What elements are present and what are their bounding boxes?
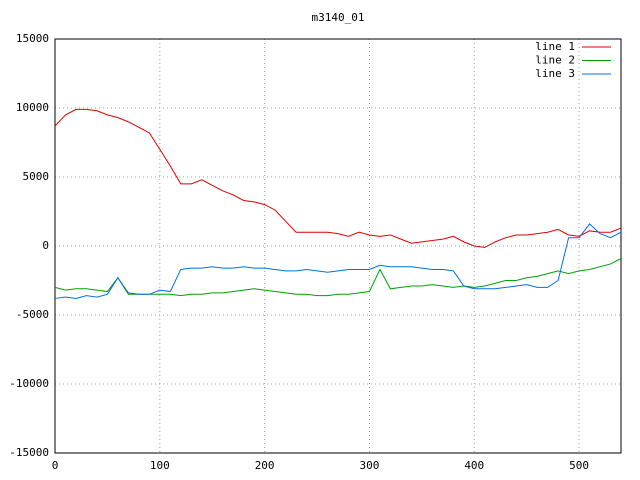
legend-label: line 2 xyxy=(535,54,575,67)
x-tick-label: 200 xyxy=(255,459,275,472)
y-tick-label: 0 xyxy=(42,239,49,252)
legend-label: line 1 xyxy=(535,40,575,53)
x-tick-label: 300 xyxy=(360,459,380,472)
y-tick-label: -10000 xyxy=(9,377,49,390)
chart-title: m3140_01 xyxy=(312,11,365,24)
x-tick-label: 0 xyxy=(52,459,59,472)
series-line xyxy=(54,223,622,299)
y-tick-label: 10000 xyxy=(16,101,49,114)
plot-frame xyxy=(54,38,622,454)
x-tick-label: 100 xyxy=(150,459,170,472)
legend-label: line 3 xyxy=(535,67,575,80)
y-tick-label: -5000 xyxy=(16,308,49,321)
series-line xyxy=(54,257,622,297)
x-tick-label: 500 xyxy=(569,459,589,472)
y-tick-label: -15000 xyxy=(9,446,49,459)
x-tick-label: 400 xyxy=(464,459,484,472)
y-tick-label: 15000 xyxy=(16,32,49,45)
series-line xyxy=(54,108,622,248)
y-tick-label: 5000 xyxy=(23,170,50,183)
